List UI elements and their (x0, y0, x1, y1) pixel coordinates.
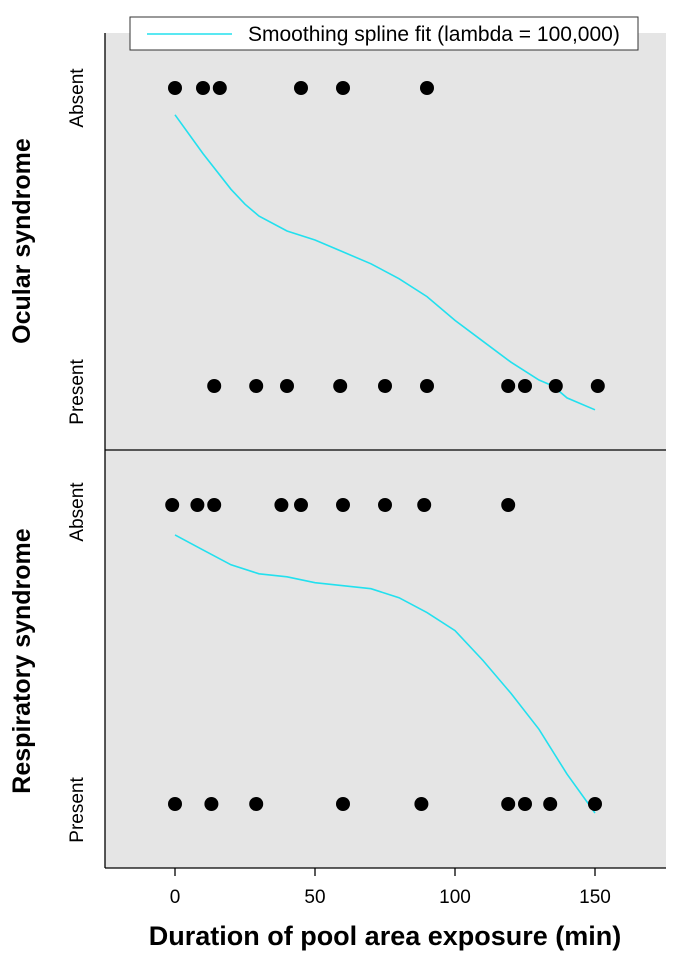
bottom-panel-background (105, 450, 666, 868)
bottom-panel-absent-label: Absent (67, 482, 88, 542)
top-panel-present-point-7 (518, 379, 532, 393)
bottom-panel-absent-point-6 (378, 498, 392, 512)
legend: Smoothing spline fit (lambda = 100,000) (129, 16, 639, 51)
bottom-panel-present-point-1 (204, 797, 219, 811)
top-panel-present-point-8 (548, 379, 563, 393)
bottom-panel-present-point-0 (168, 797, 182, 811)
top-panel-present-point-2 (280, 379, 294, 393)
bottom-panel-present-point-4 (414, 797, 429, 811)
bottom-panel-present-point-8 (588, 797, 602, 811)
bottom-panel-ylabel: Respiratory syndrome (8, 528, 36, 793)
bottom-panel-present-point-3 (336, 797, 350, 811)
bottom-panel-absent-point-0 (165, 498, 180, 512)
top-panel-present-label: Present (67, 359, 88, 425)
bottom-panel-present-label: Present (67, 777, 88, 843)
bottom-panel-points (165, 498, 602, 811)
top-panel-absent-point-3 (294, 81, 308, 95)
bottom-panel-absent-point-4 (294, 498, 308, 512)
x-axis-label: Duration of pool area exposure (min) (149, 921, 622, 951)
top-panel-present-point-0 (207, 379, 222, 393)
bottom-panel-absent-point-5 (336, 498, 350, 512)
bottom-panel-absent-point-2 (207, 498, 222, 512)
top-panel-spline-line (174, 114, 596, 411)
bottom-panel-absent-point-1 (190, 498, 205, 512)
top-panel-ylabel: Ocular syndrome (8, 138, 36, 344)
top-panel-present-point-3 (333, 379, 348, 393)
bottom-panel-absent-point-7 (417, 498, 432, 512)
bottom-panel-present-point-6 (518, 797, 532, 811)
x-tick-label-150: 150 (579, 887, 611, 908)
legend-entry-label: Smoothing spline fit (lambda = 100,000) (248, 23, 620, 46)
bottom-panel-absent-point-3 (274, 498, 289, 512)
top-panel-absent-label: Absent (67, 68, 88, 128)
bottom-panel-spline-line (174, 534, 596, 814)
top-panel-present-point-4 (378, 379, 392, 393)
x-tick-label-50: 50 (304, 887, 325, 908)
top-panel-present-point-6 (501, 379, 516, 393)
x-tick-label-100: 100 (439, 887, 471, 908)
x-tick-label-0: 0 (170, 887, 181, 908)
bottom-panel-present-point-5 (501, 797, 516, 811)
top-panel-present-point-5 (420, 379, 434, 393)
top-panel-absent-point-1 (196, 81, 210, 95)
top-panel-points (168, 81, 605, 393)
bottom-panel-present-point-7 (543, 797, 558, 811)
top-panel-present-point-1 (249, 379, 264, 393)
top-panel-present-point-9 (590, 379, 605, 393)
bottom-panel-present-point-2 (249, 797, 264, 811)
bottom-panel-absent-point-8 (501, 498, 516, 512)
top-panel-absent-point-5 (420, 81, 434, 95)
top-panel-absent-point-4 (336, 81, 350, 95)
top-panel-absent-point-2 (212, 81, 227, 95)
top-panel-absent-point-0 (168, 81, 182, 95)
